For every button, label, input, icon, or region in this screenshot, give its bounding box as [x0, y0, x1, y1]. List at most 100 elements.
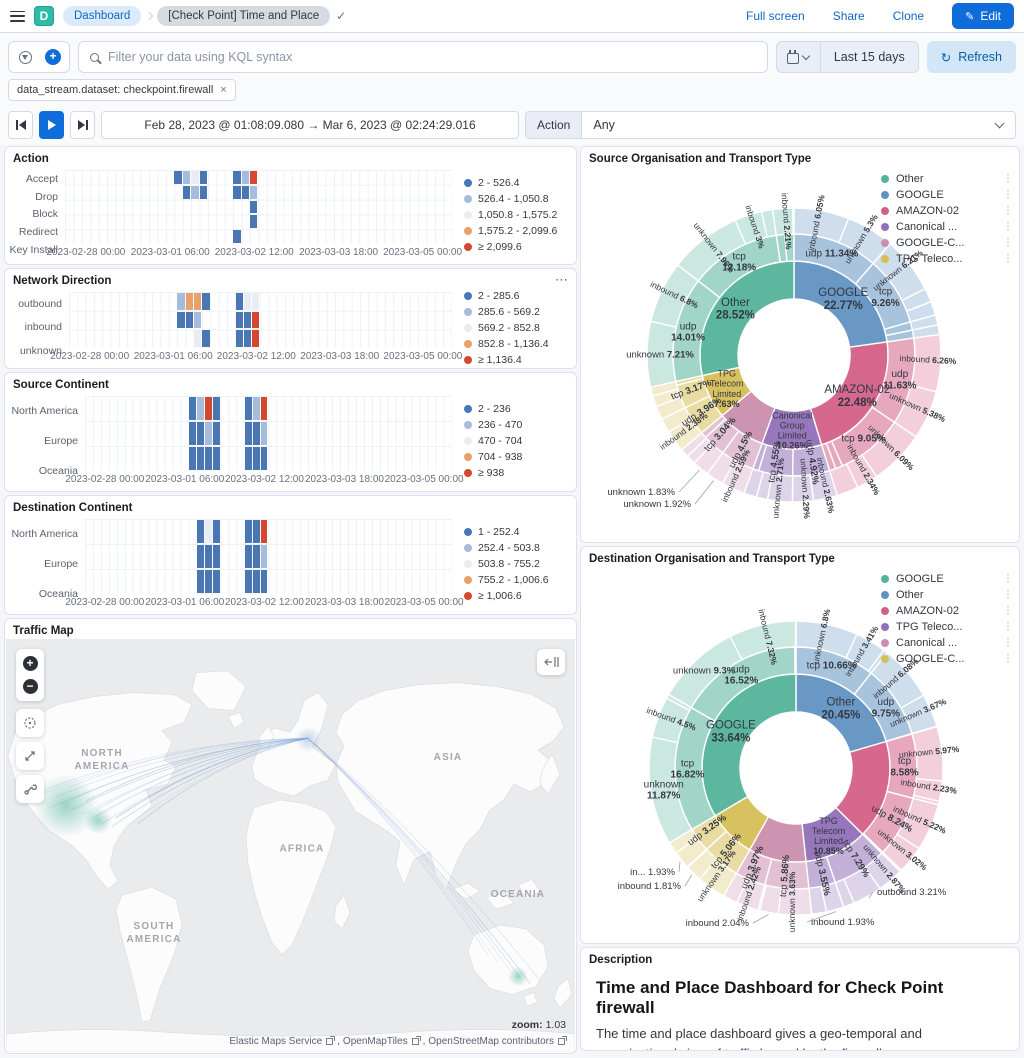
attr-elastic-maps-link[interactable]: Elastic Maps Service	[229, 1036, 323, 1047]
heatmap-cell[interactable]	[244, 544, 252, 568]
heatmap-cell[interactable]	[185, 293, 193, 310]
heatmap-cell[interactable]	[260, 446, 268, 470]
heatmap-cell[interactable]	[244, 520, 252, 543]
set-view-button[interactable]	[16, 709, 44, 737]
legend-item[interactable]: ≥ 1,136.4	[464, 354, 570, 366]
heatmap-cell[interactable]	[250, 171, 258, 184]
kql-search-box[interactable]	[78, 41, 768, 73]
heatmap-cell[interactable]	[199, 185, 207, 199]
legend-item[interactable]: 1,050.8 - 1,575.2	[464, 209, 570, 221]
heatmap-cell[interactable]	[252, 397, 260, 420]
sunburst-segment[interactable]	[794, 620, 797, 648]
legend-item[interactable]: 2 - 285.6	[464, 290, 570, 302]
heatmap-cell[interactable]	[174, 171, 182, 184]
legend-item[interactable]: GOOGLE-C... ⋮	[881, 653, 1013, 665]
refresh-button[interactable]: ↻ Refresh	[926, 41, 1016, 73]
heatmap-cell[interactable]	[244, 397, 252, 420]
legend-item-menu-icon[interactable]: ⋮	[1003, 621, 1013, 632]
previous-time-window-button[interactable]	[8, 111, 33, 139]
legend-item-menu-icon[interactable]: ⋮	[1003, 605, 1013, 616]
heatmap-cell[interactable]	[212, 397, 220, 420]
heatmap-cell[interactable]	[244, 446, 252, 470]
heatmap-cell[interactable]	[193, 293, 202, 310]
heatmap-cell[interactable]	[212, 421, 220, 445]
clone-button[interactable]: Clone	[892, 9, 925, 23]
add-filter-button[interactable]: +	[39, 43, 67, 71]
legend-item[interactable]: AMAZON-02 ⋮	[881, 605, 1013, 617]
time-window-range[interactable]: Feb 28, 2023 @ 01:08:09.080 → Mar 6, 202…	[101, 111, 519, 139]
legend-item-menu-icon[interactable]: ⋮	[1003, 253, 1013, 264]
legend-item[interactable]: ≥ 2,099.6	[464, 241, 570, 253]
heatmap-cell[interactable]	[252, 544, 260, 568]
legend-item[interactable]: TPG Teleco... ⋮	[881, 253, 1013, 265]
legend-item[interactable]: 285.6 - 569.2	[464, 306, 570, 318]
heatmap-cell[interactable]	[233, 185, 241, 199]
action-filter-select[interactable]: Action Any	[525, 111, 1016, 139]
heatmap-cell[interactable]	[244, 421, 252, 445]
legend-item-menu-icon[interactable]: ⋮	[1003, 205, 1013, 216]
legend-item[interactable]: GOOGLE ⋮	[881, 189, 1013, 201]
heatmap-cell[interactable]	[243, 293, 252, 310]
legend-item[interactable]: 526.4 - 1,050.8	[464, 193, 570, 205]
heatmap-cell[interactable]	[244, 569, 252, 593]
heatmap-cell[interactable]	[202, 293, 210, 310]
menu-icon[interactable]	[10, 10, 25, 22]
legend-item[interactable]: AMAZON-02 ⋮	[881, 205, 1013, 217]
heatmap-cell[interactable]	[196, 446, 204, 470]
heatmap-cell[interactable]	[260, 520, 268, 543]
legend-item-menu-icon[interactable]: ⋮	[1003, 589, 1013, 600]
close-icon[interactable]: ×	[220, 84, 227, 96]
map-canvas[interactable]: NORTH AMERICA SOUTH AMERICA AFRICA ASIA …	[6, 639, 575, 1052]
heatmap-cell[interactable]	[250, 200, 258, 214]
panel-menu-icon[interactable]: ⋯	[555, 272, 569, 287]
legend-item[interactable]: 252.4 - 503.8	[464, 542, 570, 554]
heatmap-cell[interactable]	[212, 446, 220, 470]
heatmap-cell[interactable]	[235, 311, 243, 329]
attr-osm-link[interactable]: OpenStreetMap contributors	[428, 1036, 554, 1047]
heatmap-cell[interactable]	[191, 171, 199, 184]
heatmap-cell[interactable]	[260, 397, 268, 420]
edit-button[interactable]: ✎ Edit	[952, 3, 1014, 29]
quick-select-button[interactable]	[777, 42, 821, 72]
legend-item-menu-icon[interactable]: ⋮	[1003, 221, 1013, 232]
heatmap-cell[interactable]	[196, 544, 204, 568]
legend-item[interactable]: 1,575.2 - 2,099.6	[464, 225, 570, 237]
legend-item[interactable]: Other ⋮	[881, 589, 1013, 601]
heatmap-cell[interactable]	[202, 330, 210, 347]
heatmap-cell[interactable]	[235, 330, 243, 347]
heatmap-cell[interactable]	[188, 421, 196, 445]
kql-search-input[interactable]	[108, 50, 756, 64]
legend-item[interactable]: 236 - 470	[464, 419, 570, 431]
time-range-button[interactable]: Last 15 days	[833, 50, 905, 64]
legend-item[interactable]: 470 - 704	[464, 435, 570, 447]
next-time-window-button[interactable]	[70, 111, 95, 139]
heatmap-cell[interactable]	[250, 185, 258, 199]
sunburst-segment[interactable]	[794, 646, 797, 675]
legend-item[interactable]: 2 - 236	[464, 403, 570, 415]
heatmap-cell[interactable]	[193, 330, 202, 347]
play-button[interactable]	[39, 111, 64, 139]
heatmap-cell[interactable]	[252, 311, 260, 329]
heatmap-cell[interactable]	[196, 397, 204, 420]
full-screen-button[interactable]: Full screen	[746, 9, 805, 23]
heatmap-cell[interactable]	[252, 569, 260, 593]
heatmap-cell[interactable]	[241, 185, 250, 199]
heatmap-cell[interactable]	[235, 293, 243, 310]
heatmap-cell[interactable]	[212, 569, 220, 593]
legend-item-menu-icon[interactable]: ⋮	[1003, 237, 1013, 248]
legend-item[interactable]: ≥ 1,006.6	[464, 590, 570, 602]
legend-item[interactable]: 755.2 - 1,006.6	[464, 574, 570, 586]
saved-query-menu-button[interactable]	[11, 43, 39, 71]
heatmap-cell[interactable]	[252, 421, 260, 445]
heatmap-cell[interactable]	[233, 230, 241, 243]
heatmap-cell[interactable]	[252, 293, 260, 310]
legend-item[interactable]: 704 - 938	[464, 451, 570, 463]
legend-item[interactable]: 2 - 526.4	[464, 177, 570, 189]
heatmap-cell[interactable]	[188, 446, 196, 470]
legend-item[interactable]: 569.2 - 852.8	[464, 322, 570, 334]
legend-item[interactable]: Canonical ... ⋮	[881, 637, 1013, 649]
legend-collapse-button[interactable]	[537, 649, 565, 675]
heatmap-cell[interactable]	[241, 171, 250, 184]
heatmap-cell[interactable]	[182, 185, 191, 199]
heatmap-cell[interactable]	[204, 569, 212, 593]
